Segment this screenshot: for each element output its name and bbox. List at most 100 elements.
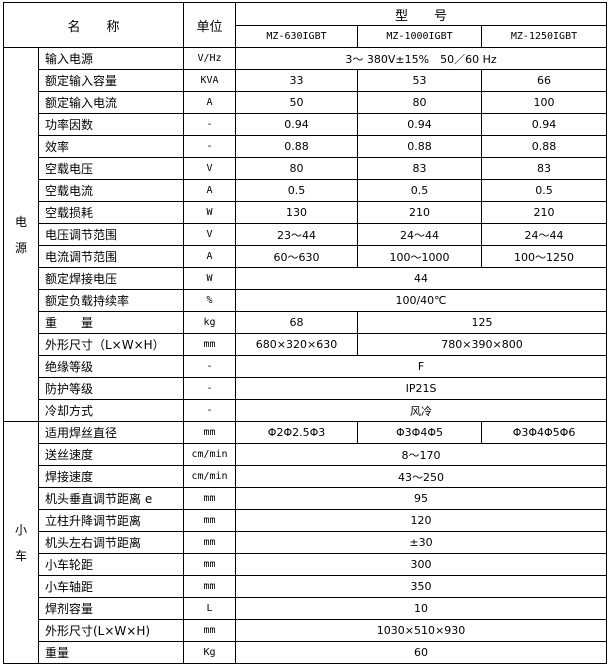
param-name: 焊接速度 [37, 465, 185, 488]
param-name: 焊剂容量 [37, 597, 185, 620]
param-name: 电压调节范围 [37, 223, 185, 246]
param-unit: W [183, 267, 237, 290]
param-name: 空载损耗 [37, 201, 185, 224]
param-unit: Kg [183, 641, 237, 664]
param-value: 3～ 380V±15% 50／60 Hz [235, 47, 608, 70]
table-row: 重量 Kg 60 [4, 641, 608, 664]
param-unit: V [183, 157, 237, 180]
table-row: 绝缘等级 - F [4, 355, 608, 378]
model-630: MZ-630IGBT [235, 25, 359, 48]
param-value: 0.88 [481, 135, 608, 158]
param-unit: A [183, 91, 237, 114]
param-unit: mm [183, 531, 237, 554]
section-label: 电 源 [3, 47, 39, 422]
param-value: 68 [235, 311, 359, 334]
param-value: 0.88 [357, 135, 483, 158]
param-value: 83 [481, 157, 608, 180]
param-value: ±30 [235, 531, 608, 554]
param-name: 机头垂直调节距离 e [37, 487, 185, 510]
param-unit: mm [183, 509, 237, 532]
table-row: 机头左右调节距离 mm ±30 [4, 531, 608, 554]
param-value: 60 [235, 641, 608, 664]
param-name: 防护等级 [37, 377, 185, 400]
param-name: 外形尺寸（L×W×H） [37, 333, 185, 356]
param-unit: L [183, 597, 237, 620]
table-row: 小车轴距 mm 350 [4, 575, 608, 598]
table-row: 小车轮距 mm 300 [4, 553, 608, 576]
header-row: 名 称 单位 型 号 [2, 2, 608, 48]
param-name: 重量 [37, 641, 185, 664]
param-name: 机头左右调节距离 [37, 531, 185, 554]
param-value: 50 [235, 91, 359, 114]
param-value: 0.5 [481, 179, 608, 202]
table-row: 重 量 kg 68 125 [4, 311, 608, 334]
param-name: 重 量 [37, 311, 185, 334]
param-unit: kg [183, 311, 237, 334]
param-value: 44 [235, 267, 608, 290]
param-value: 100/40℃ [235, 289, 608, 312]
param-value: 风冷 [235, 399, 608, 422]
table-row: 焊剂容量 L 10 [4, 597, 608, 620]
param-name: 额定负载持续率 [37, 289, 185, 312]
param-value: 0.94 [357, 113, 483, 136]
param-name: 外形尺寸(L×W×H) [37, 619, 185, 642]
unit-header: 单位 [183, 2, 237, 48]
param-unit: - [183, 399, 237, 422]
table-row: 电 源输入电源 V/Hz 3～ 380V±15% 50／60 Hz [3, 47, 608, 422]
param-value: 24～44 [357, 223, 483, 246]
param-value: 0.5 [235, 179, 359, 202]
param-unit: - [183, 113, 237, 136]
param-unit: V [183, 223, 237, 246]
param-unit: mm [183, 487, 237, 510]
table-row: 立柱升降调节距离 mm 120 [4, 509, 608, 532]
table-row: 机头垂直调节距离 e mm 95 [4, 487, 608, 510]
param-value: 23～44 [235, 223, 359, 246]
param-value: 60～630 [235, 245, 359, 268]
param-unit: - [183, 355, 237, 378]
param-value: F [235, 355, 608, 378]
param-value: 100～1250 [481, 245, 608, 268]
param-name: 绝缘等级 [37, 355, 185, 378]
param-unit: KVA [183, 69, 237, 92]
param-unit: mm [183, 575, 237, 598]
table-row: 防护等级 - IP21S [4, 377, 608, 400]
model-1000: MZ-1000IGBT [357, 25, 483, 48]
table-row: 空载电压 V 80 83 83 [4, 157, 608, 180]
param-value: 0.94 [481, 113, 608, 136]
param-name: 额定输入电流 [37, 91, 185, 114]
table-row: 空载电流 A 0.5 0.5 0.5 [4, 179, 608, 202]
param-unit: cm/min [183, 465, 237, 488]
param-name: 额定输入容量 [37, 69, 185, 92]
param-name: 额定焊接电压 [37, 267, 185, 290]
param-unit: - [183, 377, 237, 400]
param-value: 125 [357, 311, 608, 334]
param-value: 53 [357, 69, 483, 92]
param-value: 210 [357, 201, 483, 224]
table-row: 外形尺寸（L×W×H） mm 680×320×630 780×390×800 [4, 333, 608, 356]
param-unit: mm [183, 553, 237, 576]
param-value: 83 [357, 157, 483, 180]
table-row: 额定焊接电压 W 44 [4, 267, 608, 290]
table-row: 焊接速度 cm/min 43～250 [4, 465, 608, 488]
param-name: 立柱升降调节距离 [37, 509, 185, 532]
param-value: 1030×510×930 [235, 619, 608, 642]
param-unit: % [183, 289, 237, 312]
param-value: Φ3Φ4Φ5Φ6 [481, 421, 608, 444]
param-name: 电流调节范围 [37, 245, 185, 268]
table-row: 电压调节范围 V 23～44 24～44 24～44 [4, 223, 608, 246]
param-unit: - [183, 135, 237, 158]
param-unit: mm [183, 619, 237, 642]
param-value: 8～170 [235, 443, 608, 466]
table-row: 冷却方式 - 风冷 [4, 399, 608, 422]
table-row: 电流调节范围 A 60～630 100～1000 100～1250 [4, 245, 608, 268]
param-name: 效率 [37, 135, 185, 158]
param-unit: mm [183, 421, 237, 444]
table-row: 功率因数 -0.94 0.94 0.94 [4, 113, 608, 136]
param-value: Φ2Φ2.5Φ3 [235, 421, 359, 444]
param-value: 24～44 [481, 223, 608, 246]
param-unit: W [183, 201, 237, 224]
table-row: 额定负载持续率% 100/40℃ [4, 289, 608, 312]
param-name: 适用焊丝直径 [37, 421, 185, 444]
param-value: 10 [235, 597, 608, 620]
